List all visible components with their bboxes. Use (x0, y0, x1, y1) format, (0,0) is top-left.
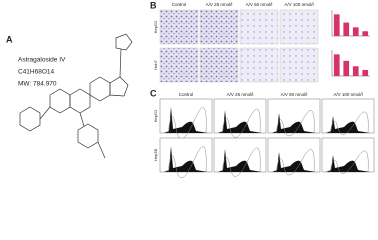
bar (343, 60, 350, 76)
micrograph (159, 9, 199, 45)
histogram-peak (272, 152, 316, 172)
histogram-peak (164, 146, 208, 172)
histogram-peak (218, 110, 262, 133)
histogram-fit (221, 147, 261, 177)
histogram-peak (164, 107, 208, 133)
micrograph (199, 9, 239, 45)
column-label: A/V 25 nmol/l (206, 2, 233, 7)
histogram-fit (167, 146, 207, 178)
histogram-fit (221, 108, 261, 138)
panel-label: B (150, 0, 157, 10)
micrograph (199, 47, 239, 83)
micrograph (239, 47, 279, 83)
micrograph (239, 9, 279, 45)
column-label: A/V 100 nmol/l (333, 92, 362, 97)
histogram-peak (218, 149, 262, 172)
column-label: A/V 50 nmol/l (281, 92, 308, 97)
micrograph (279, 9, 319, 45)
histogram-fit (329, 150, 369, 174)
bar (362, 69, 369, 76)
row-label: HepG2 (153, 109, 158, 122)
histogram-peak (326, 155, 370, 172)
bar (352, 27, 359, 36)
column-label: Control (179, 92, 194, 97)
column-label: A/V 100 nmol/l (284, 2, 313, 7)
panel-label: C (150, 88, 157, 98)
histogram-fit (275, 110, 315, 137)
column-label: A/V 50 nmol/l (246, 2, 273, 7)
histogram-fit (275, 149, 315, 176)
figure: A Astragaloside IV C41H68O14 MW: 784.970… (6, 0, 375, 178)
formula: C41H68O14 (18, 69, 55, 76)
molecule-structure (19, 33, 133, 159)
bar (343, 22, 350, 36)
histogram-peak (272, 113, 316, 133)
column-label: Control (172, 2, 187, 7)
bar (352, 66, 359, 76)
histogram-peak (326, 116, 370, 133)
row-label: Hep3B (153, 149, 158, 162)
column-label: A/V 25 nmol/l (227, 92, 254, 97)
micrograph (159, 47, 199, 83)
compound-name: Astragaloside IV (18, 57, 66, 64)
histogram-fit (329, 111, 369, 135)
molecular-weight: MW: 784.970 (18, 81, 57, 88)
row-label: HepG2 (153, 20, 158, 33)
bar (362, 31, 369, 36)
micrograph (279, 47, 319, 83)
bar (333, 54, 340, 76)
panel-label: A (6, 34, 13, 44)
bar (333, 14, 340, 37)
row-label: Huh7 (153, 59, 158, 69)
